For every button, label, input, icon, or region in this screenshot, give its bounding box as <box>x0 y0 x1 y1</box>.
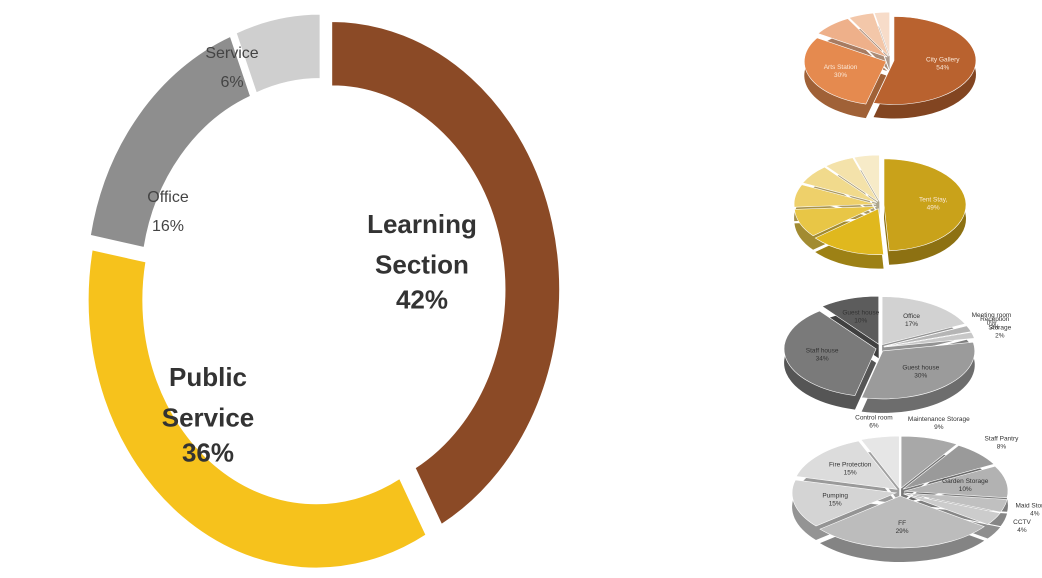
pie-slice <box>791 479 898 527</box>
slice-value-label: 2% <box>990 324 1000 331</box>
slice-label: Fire Protection <box>829 461 872 468</box>
slice-label: Garden Storage <box>942 478 989 485</box>
slice-label: Guest house <box>902 364 939 371</box>
donut-segment <box>89 35 252 249</box>
segment-value-label: 42% <box>396 284 448 314</box>
pie-slice <box>861 341 976 400</box>
donut-segment <box>235 13 321 94</box>
slice-value-label: 54% <box>936 65 949 72</box>
slice-label: Maintenance Storage <box>908 416 970 423</box>
pie-slice <box>848 12 889 57</box>
pie-slice <box>819 495 985 549</box>
pie-slice <box>883 325 972 347</box>
slice-value-label: 4% <box>1017 527 1027 534</box>
pie-slice <box>793 184 877 208</box>
donut-segment <box>331 21 561 526</box>
slice-label: CCTV <box>1013 519 1031 526</box>
slice-value-label: 2% <box>995 332 1005 339</box>
slice-value-label: 30% <box>914 372 927 379</box>
pie-slice <box>873 11 890 57</box>
slice-value-label: 6% <box>869 422 879 429</box>
pie-slice <box>821 295 880 345</box>
slice-value-label: 30% <box>834 72 847 79</box>
donut-segment <box>87 249 427 569</box>
pie-slice <box>903 465 1009 499</box>
slice-label: Reception <box>980 316 1010 323</box>
segment-label: Public Service <box>162 362 255 432</box>
pie: Tent Stay,49% <box>793 154 967 269</box>
slice-label: FF <box>898 520 906 527</box>
slice-label: Office <box>903 313 920 320</box>
slice-value-label: 34% <box>816 356 829 363</box>
pie-slice <box>804 37 887 105</box>
pie-slice <box>902 445 995 490</box>
slice-label: Storage <box>988 324 1011 331</box>
segment-label: Service <box>205 45 258 62</box>
slice-label: Staff Pantry <box>985 436 1020 443</box>
pie-slice <box>883 331 975 348</box>
pie-slice <box>900 435 958 489</box>
pie-slice <box>825 157 879 202</box>
segment-value-label: 16% <box>152 218 184 235</box>
slice-label: City Gallery <box>926 57 960 64</box>
pie-slice <box>883 158 967 252</box>
slice-value-label: 15% <box>844 469 857 476</box>
slice-value-label: 15% <box>829 500 842 507</box>
slice-value-label: 29% <box>896 528 909 535</box>
segment-label: Office <box>147 189 189 206</box>
pie-slice <box>881 296 966 346</box>
slice-value-label: 8% <box>997 444 1007 451</box>
slice-label: Arts Station <box>824 64 858 71</box>
slice-value-label: 10% <box>959 486 972 493</box>
segment-value-label: 6% <box>220 74 243 91</box>
pie-slice <box>814 208 884 255</box>
segment-value-label: 36% <box>182 437 234 467</box>
pie-slice <box>903 493 1001 525</box>
pie-slice <box>817 18 888 58</box>
slice-value-label: 0% <box>987 320 997 327</box>
pie-slice <box>860 435 900 489</box>
slice-label: Tent Stay, <box>919 197 948 204</box>
pie-slice <box>794 206 877 237</box>
pie-slice <box>873 16 977 105</box>
slice-value-label: 4% <box>1030 511 1040 518</box>
pie-slice <box>802 166 878 203</box>
pie-slice <box>795 440 898 490</box>
slice-value-label: 17% <box>905 321 918 328</box>
segment-label: Learning Section <box>367 209 477 279</box>
slice-label: Meeting room <box>972 312 1012 319</box>
slice-value-label: 49% <box>927 205 940 212</box>
slice-label: Staff house <box>806 348 839 355</box>
pie-slice <box>783 310 877 396</box>
pie-slice <box>853 154 880 203</box>
slice-label: Pumping <box>822 492 848 499</box>
slice-label: Guest house <box>842 310 879 317</box>
pie-slice <box>903 492 1008 513</box>
slice-label: Control room <box>855 414 893 421</box>
slice-value-label: 10% <box>854 318 867 325</box>
slice-value-label: 9% <box>934 424 944 431</box>
slice-label: Maid Storage <box>1015 503 1042 510</box>
